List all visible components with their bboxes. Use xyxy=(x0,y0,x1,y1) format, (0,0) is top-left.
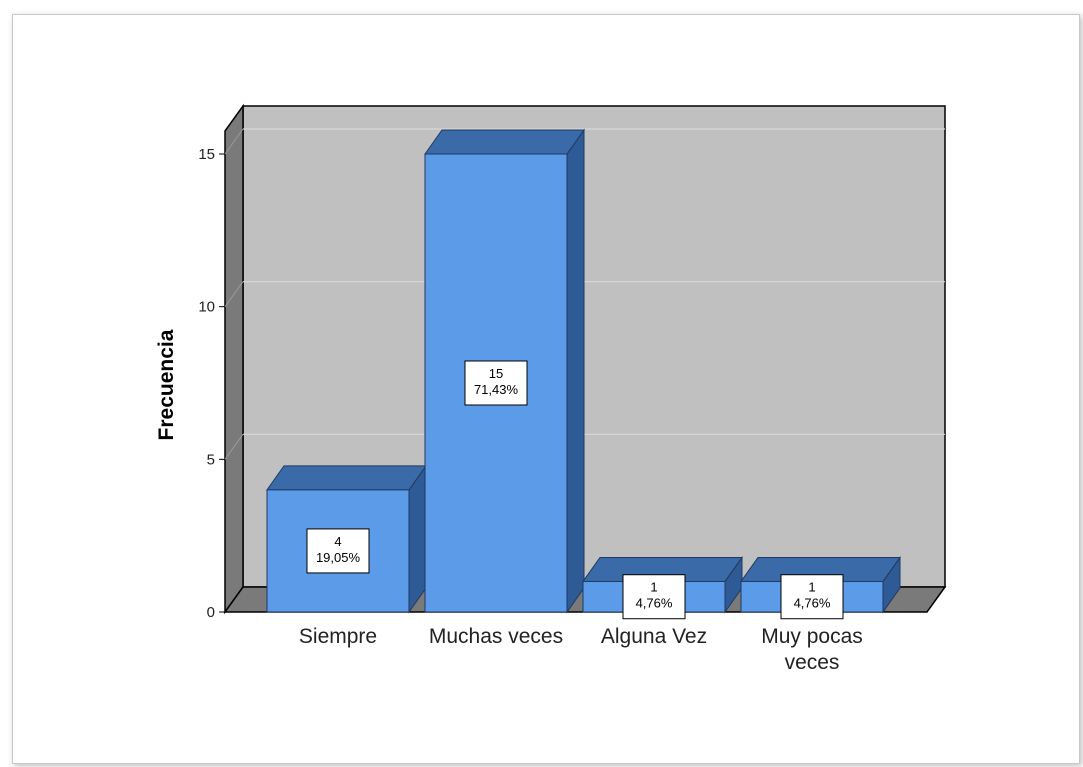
bar-3: 14,76% xyxy=(740,555,901,620)
x-axis-labels: Siempre Muchas veces Alguna Vez Muy pocas ve… xyxy=(299,625,863,674)
category-label: Siempre xyxy=(299,625,377,648)
category-label: Muchas veces xyxy=(429,625,563,648)
data-label-text: 1 xyxy=(808,580,815,595)
category-label: veces xyxy=(785,651,840,674)
y-tick-label: 5 xyxy=(207,451,215,468)
bar-side xyxy=(408,464,427,614)
category-label: Alguna Vez xyxy=(601,625,707,648)
data-label-box xyxy=(780,574,844,620)
bar-2: 14,76% xyxy=(582,555,743,620)
y-tick-label: 0 xyxy=(207,604,215,621)
side-wall xyxy=(224,103,244,615)
data-label-text: 15 xyxy=(489,366,503,381)
data-label-2: 14,76% xyxy=(622,574,686,620)
data-label-text: 4,76% xyxy=(636,596,673,611)
data-label-text: 4,76% xyxy=(794,596,831,611)
data-label-0: 419,05% xyxy=(306,528,370,574)
data-label-box xyxy=(464,360,528,406)
grid-line-side xyxy=(224,434,244,460)
data-label-box xyxy=(622,574,686,620)
data-label-text: 71,43% xyxy=(474,382,519,397)
bar-top xyxy=(424,129,585,155)
bar-top xyxy=(266,465,427,491)
grid-line-side xyxy=(224,128,244,155)
data-label-box xyxy=(306,528,370,574)
data-label-text: 1 xyxy=(650,580,657,595)
category-label: Muy pocas xyxy=(761,625,863,648)
data-label-3: 14,76% xyxy=(780,574,844,620)
y-axis-label: Frecuencia xyxy=(155,329,178,440)
bar-side xyxy=(566,128,585,614)
bar-0: 419,05% xyxy=(266,464,427,614)
chart-frame: 4 19,05% 15 71,43% 1 4,76% 1 4,76% 0 5 10 15 Siemp… xyxy=(12,14,1080,764)
data-label-text: 4 xyxy=(334,534,341,549)
data-label-text: 19,05% xyxy=(316,550,361,565)
y-tick-label: 10 xyxy=(198,299,215,316)
grid-lines xyxy=(224,128,945,460)
grid-line-side xyxy=(224,281,244,307)
y-tick-label: 15 xyxy=(198,146,215,163)
y-axis-ticks: 0 5 10 15 xyxy=(198,146,225,621)
